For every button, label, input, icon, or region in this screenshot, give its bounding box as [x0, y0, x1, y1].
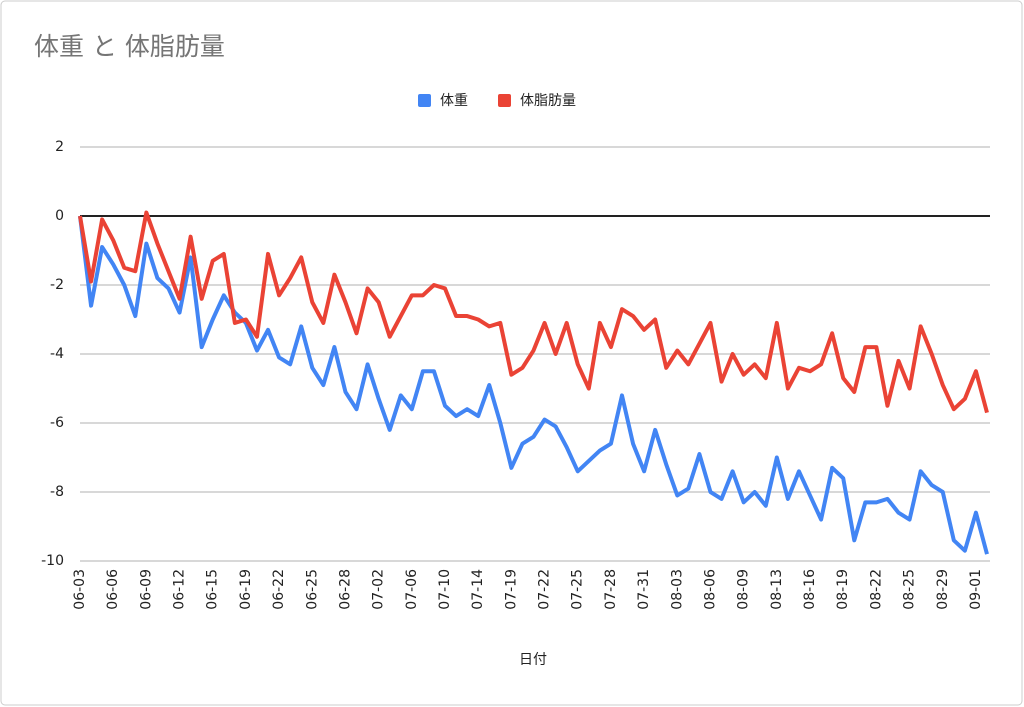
x-tick-label: 06-09	[138, 569, 154, 610]
x-tick-label: 06-19	[238, 569, 254, 610]
x-tick-label: 06-28	[337, 569, 353, 610]
y-tick-label: 2	[55, 139, 64, 155]
x-tick-label: 08-22	[868, 569, 884, 610]
x-tick-label: 08-19	[835, 569, 851, 610]
legend-swatch	[418, 94, 431, 107]
x-tick-label: 07-25	[570, 569, 586, 610]
x-tick-label: 07-19	[503, 569, 519, 610]
x-tick-label: 07-10	[437, 569, 453, 610]
x-tick-label: 06-15	[205, 569, 221, 610]
x-tick-label: 07-02	[371, 569, 387, 610]
x-tick-label: 06-25	[304, 569, 320, 610]
y-tick-label: 0	[55, 208, 64, 224]
x-tick-label: 06-22	[271, 569, 287, 610]
legend-label: 体脂肪量	[520, 93, 576, 109]
x-tick-label: 08-09	[736, 569, 752, 610]
x-tick-label: 06-12	[172, 569, 188, 610]
x-tick-label: 08-16	[802, 569, 818, 610]
x-tick-label: 08-25	[902, 569, 918, 610]
legend-swatch	[498, 94, 511, 107]
x-tick-label: 08-03	[669, 569, 685, 610]
y-tick-label: -4	[50, 346, 64, 362]
y-tick-label: -10	[41, 553, 64, 569]
y-tick-label: -6	[50, 415, 64, 431]
x-tick-label: 08-29	[935, 569, 951, 610]
x-tick-label: 08-06	[702, 569, 718, 610]
y-tick-label: -2	[50, 277, 64, 293]
y-tick-label: -8	[50, 484, 64, 500]
x-tick-label: 06-06	[105, 569, 121, 610]
x-tick-label: 08-13	[769, 569, 785, 610]
x-tick-label: 07-28	[603, 569, 619, 610]
x-tick-label: 09-01	[968, 569, 984, 610]
x-tick-label: 07-14	[470, 569, 486, 610]
x-tick-label: 07-06	[404, 569, 420, 610]
x-tick-label: 07-22	[537, 569, 553, 610]
chart-title: 体重 と 体脂肪量	[34, 32, 225, 61]
legend-label: 体重	[440, 93, 468, 109]
x-tick-label: 07-31	[636, 569, 652, 610]
series-line	[78, 210, 989, 414]
x-tick-label: 06-03	[72, 569, 88, 610]
x-axis-label: 日付	[519, 652, 547, 668]
